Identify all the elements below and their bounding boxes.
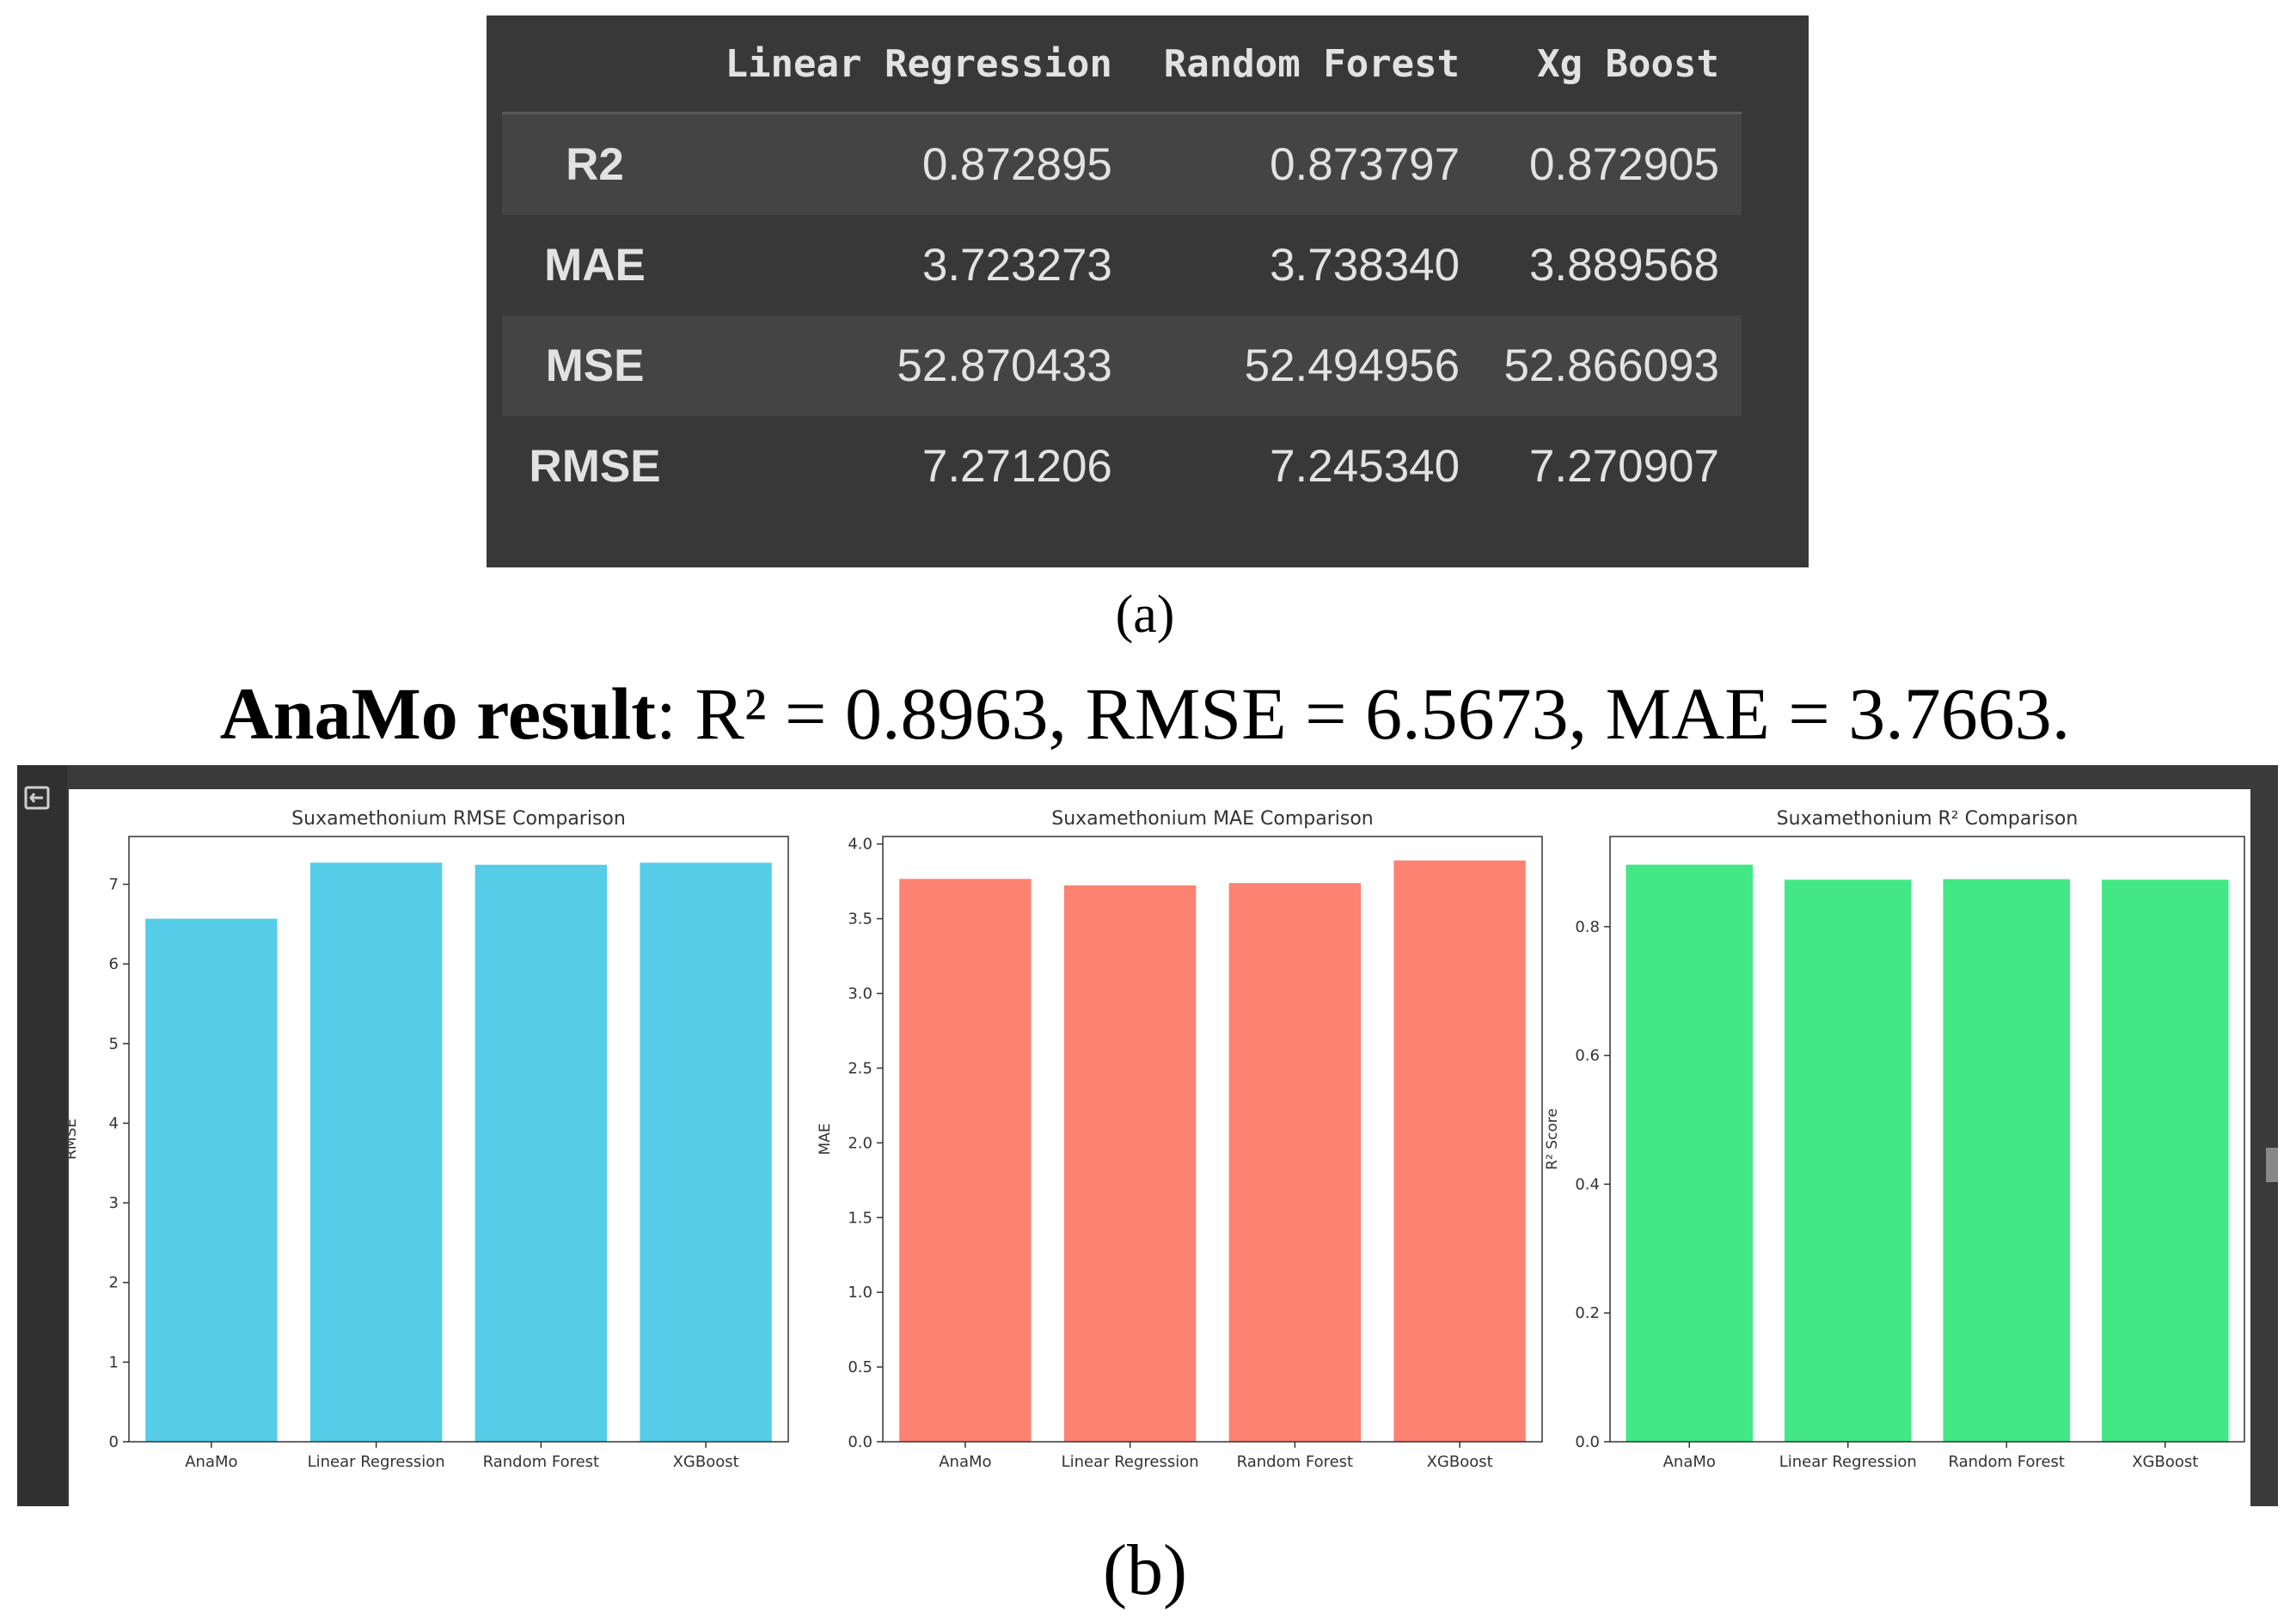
y-axis-label: RMSE	[69, 1118, 80, 1160]
x-tick-label: Linear Regression	[1779, 1453, 1917, 1471]
anamo-result-label: AnaMo result	[219, 672, 656, 755]
x-tick-label: Random Forest	[483, 1453, 599, 1471]
scrollbar-thumb[interactable]	[2266, 1148, 2278, 1182]
chart-title: Suxamethonium MAE Comparison	[1051, 808, 1373, 830]
table-cell: 0.872895	[688, 113, 1135, 215]
column-header-index	[502, 15, 688, 114]
y-tick-label: 0.0	[848, 1433, 873, 1451]
axes-frame	[882, 836, 1543, 1443]
bar-linear-regression	[309, 862, 443, 1442]
x-tick-label: Random Forest	[1237, 1453, 1353, 1471]
y-tick-label: 0.8	[1575, 918, 1600, 936]
table-cell: 52.494956	[1134, 316, 1483, 416]
x-tick-label: XGBoost	[1427, 1453, 1493, 1471]
y-tick-label: 4	[109, 1114, 119, 1132]
bar-anamo	[145, 918, 278, 1442]
bar-charts-figure: Suxamethonium RMSE Comparison AnaMo Linear…	[69, 808, 2245, 1471]
axes-frame	[128, 836, 789, 1443]
table-row: RMSE 7.271206 7.245340 7.270907	[502, 416, 1742, 517]
bar-random-forest	[475, 864, 608, 1442]
y-tick-label: 0	[109, 1433, 119, 1451]
chart-title: Suxamethonium RMSE Comparison	[291, 808, 626, 830]
y-tick-label: 1.0	[848, 1284, 873, 1302]
table-row: MSE 52.870433 52.494956 52.866093	[502, 316, 1742, 416]
row-label: RMSE	[529, 441, 661, 492]
bar-xgboost	[2101, 879, 2229, 1442]
chart-title: Suxamethonium R² Comparison	[1777, 808, 2079, 830]
y-tick-label: 5	[109, 1035, 119, 1053]
table-cell: 52.866093	[1482, 316, 1742, 416]
output-gutter	[17, 765, 67, 1506]
y-tick-label: 0.0	[1575, 1433, 1600, 1451]
bar-xgboost	[640, 862, 772, 1442]
x-tick-label: Linear Regression	[1062, 1453, 1199, 1471]
table-cell: 7.271206	[922, 441, 1112, 492]
y-tick-label: 0.2	[1575, 1304, 1600, 1322]
x-tick-label: XGBoost	[2132, 1453, 2198, 1471]
metrics-table: Linear Regression Random Forest Xg Boost…	[502, 15, 1742, 517]
y-tick-label: 7	[109, 876, 119, 894]
y-tick-label: 3	[109, 1194, 119, 1212]
x-tick-label: AnaMo	[1663, 1453, 1716, 1471]
y-tick-label: 0.4	[1575, 1175, 1600, 1193]
x-tick-label: Linear Regression	[308, 1453, 445, 1471]
anamo-result-text: : R² = 0.8963, RMSE = 6.5673, MAE = 3.76…	[655, 672, 2071, 755]
table-row: R2 0.872895 0.873797 0.872905	[502, 113, 1742, 215]
column-header: Linear Regression	[688, 15, 1135, 114]
y-tick-label: 0.6	[1575, 1047, 1600, 1065]
y-tick-label: 0.5	[848, 1358, 873, 1376]
table-cell: 3.889568	[1528, 240, 1719, 291]
table-cell: 52.870433	[688, 316, 1135, 416]
bar-anamo	[899, 879, 1032, 1442]
bar-random-forest	[1228, 883, 1362, 1442]
table-cell: 7.245340	[1270, 441, 1460, 492]
table-cell: 0.873797	[1134, 113, 1483, 215]
row-label: R2	[502, 113, 688, 215]
table-row: MAE 3.723273 3.738340 3.889568	[502, 215, 1742, 316]
notebook-output-cell: Suxamethonium RMSE Comparison AnaMo Linear…	[17, 765, 2278, 1506]
y-axis-label: R² Score	[1544, 1108, 1561, 1170]
table-cell: 3.738340	[1270, 240, 1460, 291]
bar-linear-regression	[1063, 885, 1197, 1442]
bar-random-forest	[1943, 879, 2071, 1442]
y-tick-label: 2.0	[848, 1134, 873, 1152]
table-cell: 0.872905	[1482, 113, 1742, 215]
y-tick-label: 2.5	[848, 1059, 873, 1077]
y-tick-label: 2	[109, 1274, 119, 1292]
y-tick-label: 6	[109, 955, 119, 973]
row-label: MAE	[544, 240, 646, 291]
table-cell: 3.723273	[922, 240, 1112, 291]
x-tick-label: AnaMo	[939, 1453, 991, 1471]
y-tick-label: 3.5	[848, 910, 873, 928]
y-axis-label: MAE	[817, 1123, 834, 1155]
column-header: Random Forest	[1134, 15, 1483, 114]
y-tick-label: 3.0	[848, 985, 873, 1003]
bar-anamo	[1626, 864, 1754, 1442]
y-tick-label: 1	[109, 1353, 119, 1371]
column-header: Xg Boost	[1482, 15, 1742, 114]
axes-frame	[1609, 836, 2245, 1443]
y-tick-label: 1.5	[848, 1209, 873, 1227]
bar-linear-regression	[1784, 879, 1912, 1442]
bar-xgboost	[1393, 860, 1526, 1442]
x-tick-label: Random Forest	[1949, 1453, 2065, 1471]
row-label: MSE	[502, 316, 688, 416]
caption-a: (a)	[1115, 585, 1175, 644]
matplotlib-figure: Suxamethonium RMSE Comparison AnaMo Linear…	[69, 789, 2250, 1506]
caption-b: (b)	[1103, 1530, 1187, 1610]
table-cell: 7.270907	[1528, 441, 1719, 492]
collapse-output-icon[interactable]	[22, 782, 53, 813]
y-tick-label: 4.0	[848, 836, 873, 854]
table-header-row: Linear Regression Random Forest Xg Boost	[502, 15, 1742, 114]
dataframe-output: Linear Regression Random Forest Xg Boost…	[487, 15, 1809, 567]
x-tick-label: XGBoost	[673, 1453, 739, 1471]
x-tick-label: AnaMo	[185, 1453, 237, 1471]
anamo-result-line: AnaMo result: R² = 0.8963, RMSE = 6.5673…	[0, 671, 2290, 757]
